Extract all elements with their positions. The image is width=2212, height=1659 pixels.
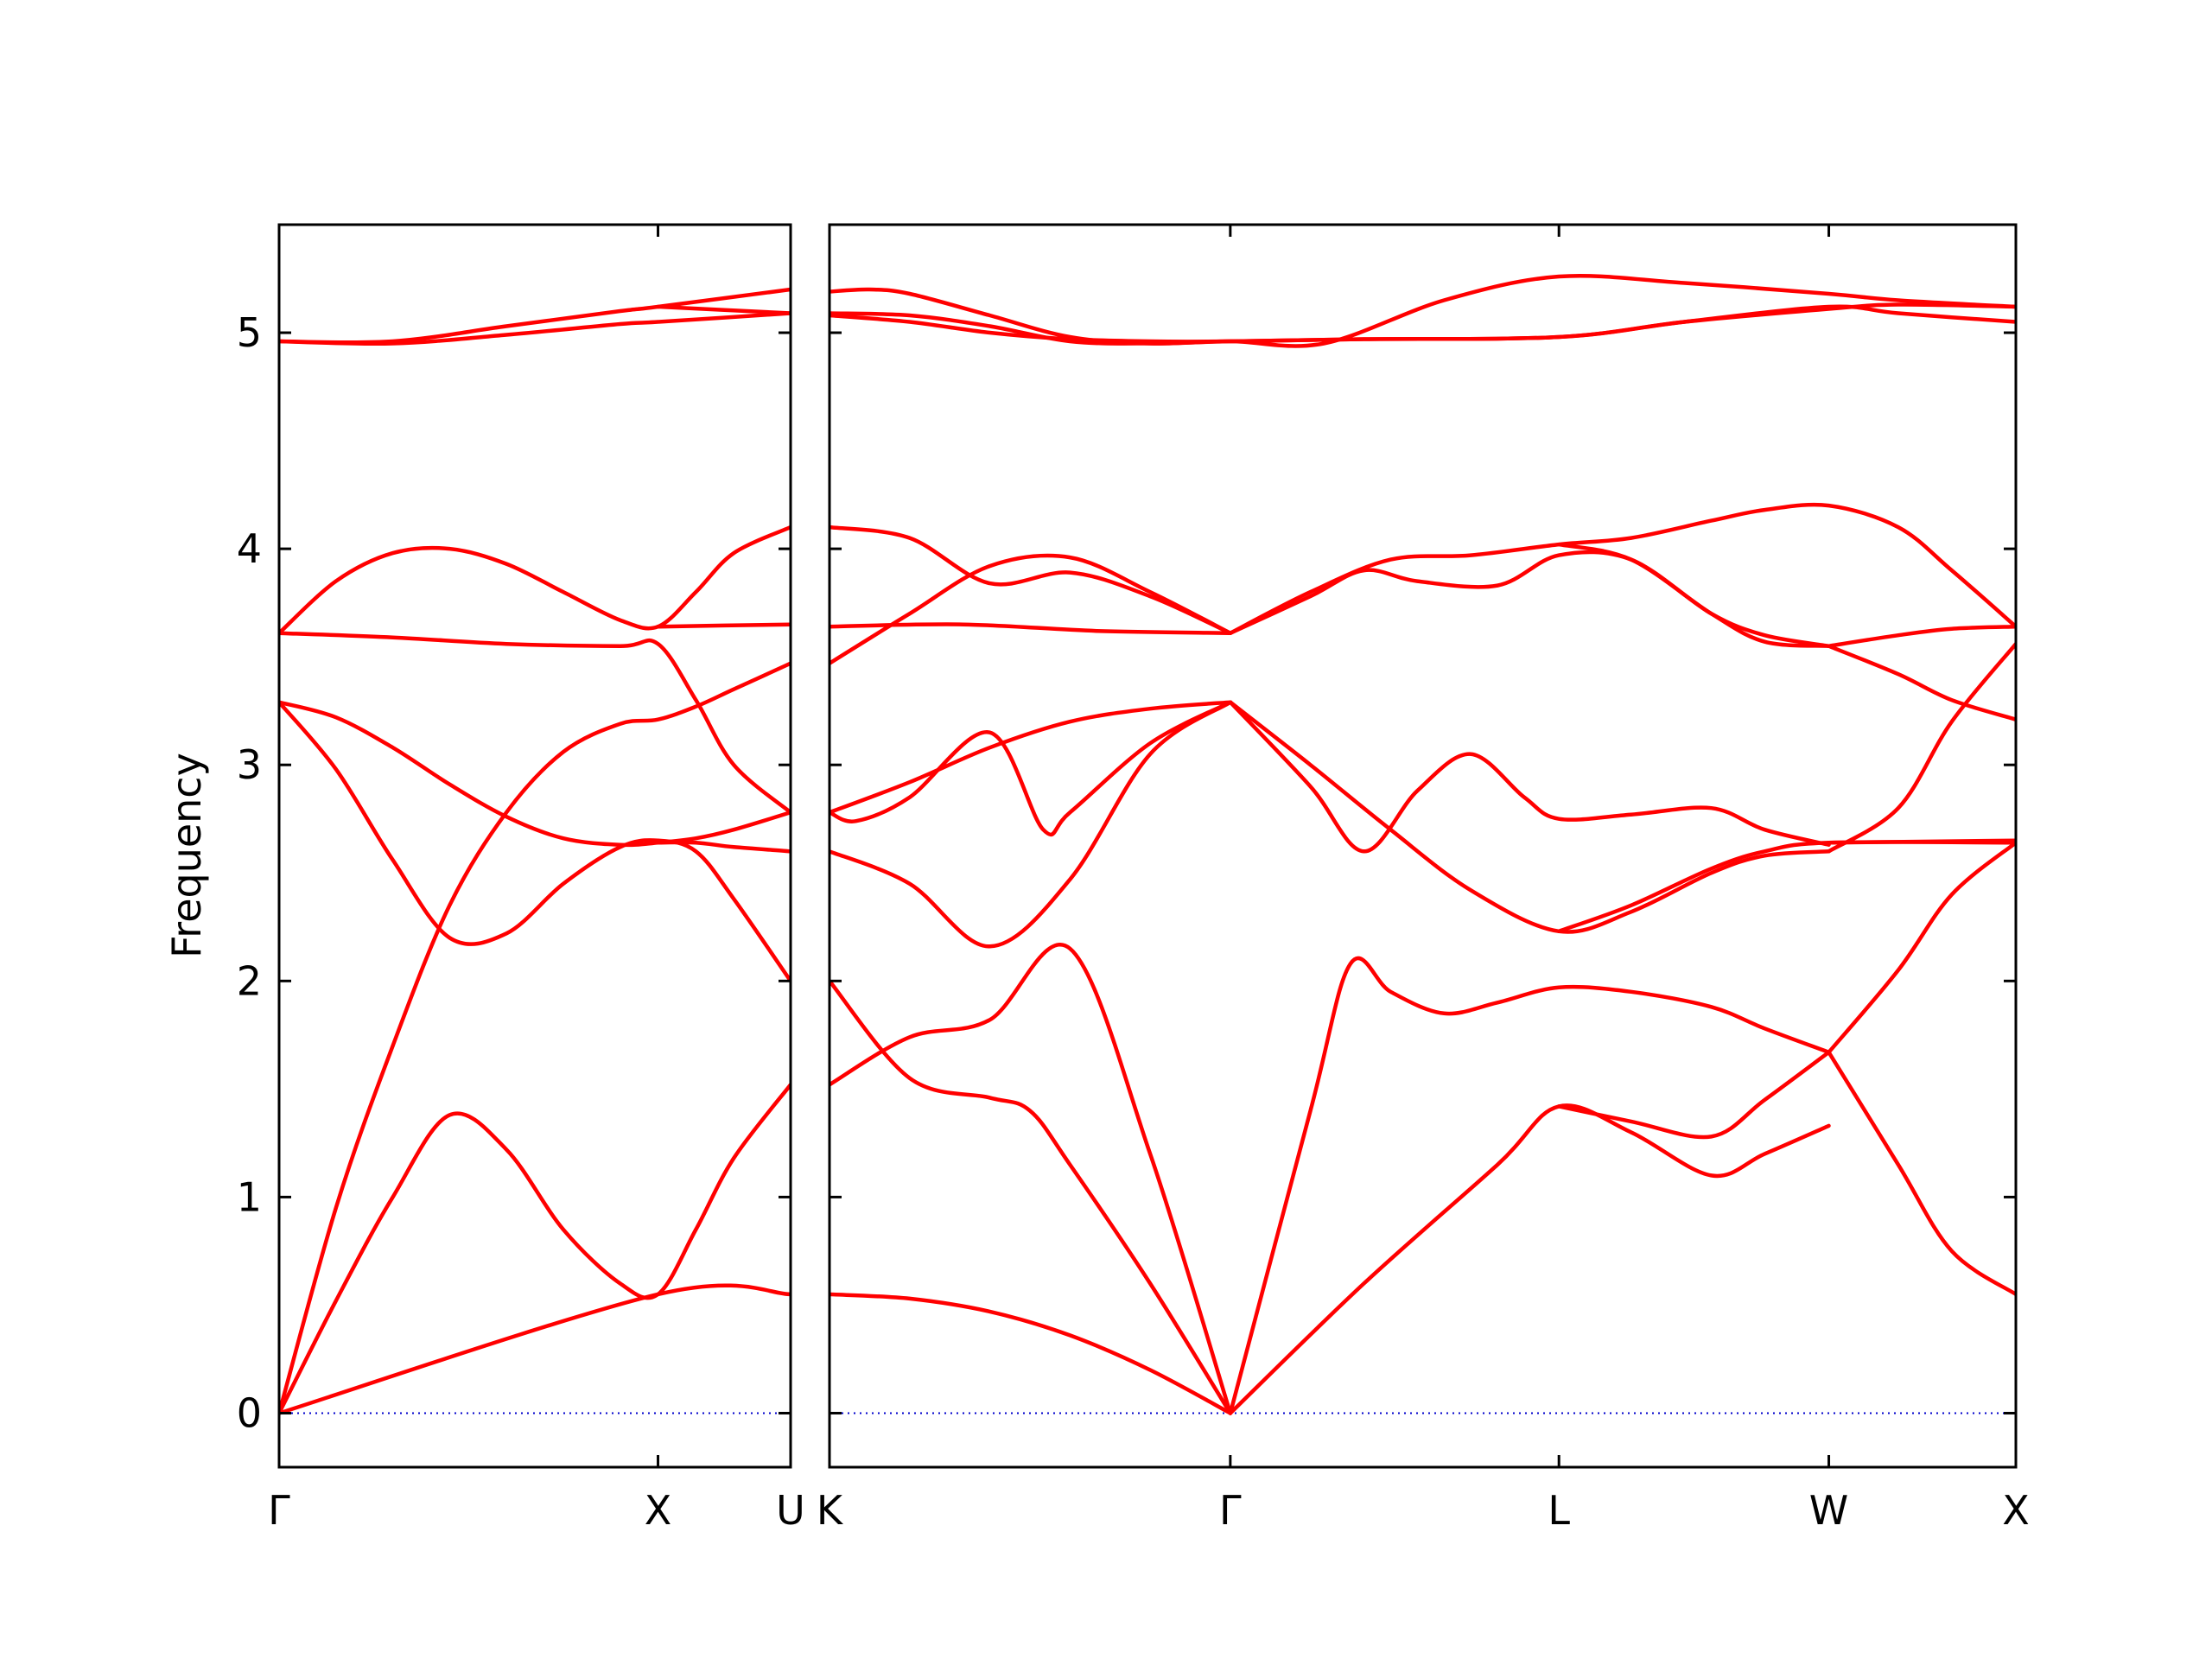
y-tick-label: 3 <box>237 741 262 788</box>
band-line-0-4 <box>279 700 791 848</box>
band-line-1-15 <box>1827 838 2016 845</box>
plot-frame <box>828 223 2018 1469</box>
x-tick-label-2: L <box>1548 1487 1570 1534</box>
band-line-1-25 <box>830 304 2016 346</box>
band-line-1-26 <box>830 273 2016 348</box>
x-tick-label-0: K <box>817 1487 844 1534</box>
band-line-1-12 <box>1228 700 1831 934</box>
band-line-0-1 <box>279 1283 791 1415</box>
band-line-1-24 <box>830 302 2016 344</box>
band-line-1-4 <box>1556 1050 1831 1140</box>
band-line-1-6 <box>1827 1050 2016 1297</box>
band-line-1-0 <box>830 1292 1233 1415</box>
band-line-1-13 <box>1827 641 2016 854</box>
band-line-1-3 <box>1228 1103 1831 1415</box>
y-axis-label: Frequency <box>163 753 210 958</box>
band-line-0-11 <box>656 304 791 315</box>
y-tick-label: 1 <box>237 1173 262 1220</box>
x-tick-label-3: W <box>1809 1487 1848 1534</box>
band-line-1-19 <box>1228 502 2016 635</box>
band-line-0-9 <box>279 311 791 346</box>
band-line-1-21 <box>1556 542 1831 648</box>
x-tick-label-1: Γ <box>1219 1487 1242 1534</box>
band-line-1-7 <box>1827 840 2016 1055</box>
y-tick-label: 5 <box>237 309 262 356</box>
band-line-0-8 <box>656 622 791 629</box>
x-tick-label-1: X <box>645 1487 672 1534</box>
band-line-0-10 <box>279 287 791 345</box>
band-line-1-22 <box>1827 644 2016 721</box>
band-line-1-20 <box>1228 550 1831 648</box>
band-line-1-14 <box>1556 840 2016 934</box>
band-line-1-8 <box>830 700 1233 949</box>
band-line-0-2 <box>279 661 791 1415</box>
band-line-1-17 <box>830 524 1233 635</box>
band-line-1-18 <box>830 553 1233 665</box>
y-tick-label: 2 <box>237 957 262 1004</box>
band-line-0-7 <box>279 524 791 635</box>
band-line-0-3 <box>279 700 791 983</box>
x-tick-label-0: Γ <box>268 1487 290 1534</box>
x-tick-label-4: X <box>2002 1487 2030 1534</box>
band-line-1-5 <box>1228 956 1831 1415</box>
band-line-0-5 <box>656 840 791 854</box>
x-tick-label-2: U <box>776 1487 805 1534</box>
band-line-1-11 <box>1228 700 1831 854</box>
band-line-1-9 <box>830 700 1233 815</box>
y-tick-label: 0 <box>237 1389 262 1436</box>
band-line-1-2 <box>830 943 1233 1415</box>
panel-gamma-x-u: 0 1 2 3 4 5 Γ X U <box>237 223 805 1534</box>
band-line-1-23 <box>1827 624 2016 648</box>
y-tick-label: 4 <box>237 525 262 572</box>
band-line-1-1 <box>830 979 1233 1415</box>
band-line-1-10 <box>830 700 1233 837</box>
plot-frame <box>277 223 792 1469</box>
band-line-0-0 <box>279 1083 791 1415</box>
band-line-0-6 <box>279 631 791 815</box>
